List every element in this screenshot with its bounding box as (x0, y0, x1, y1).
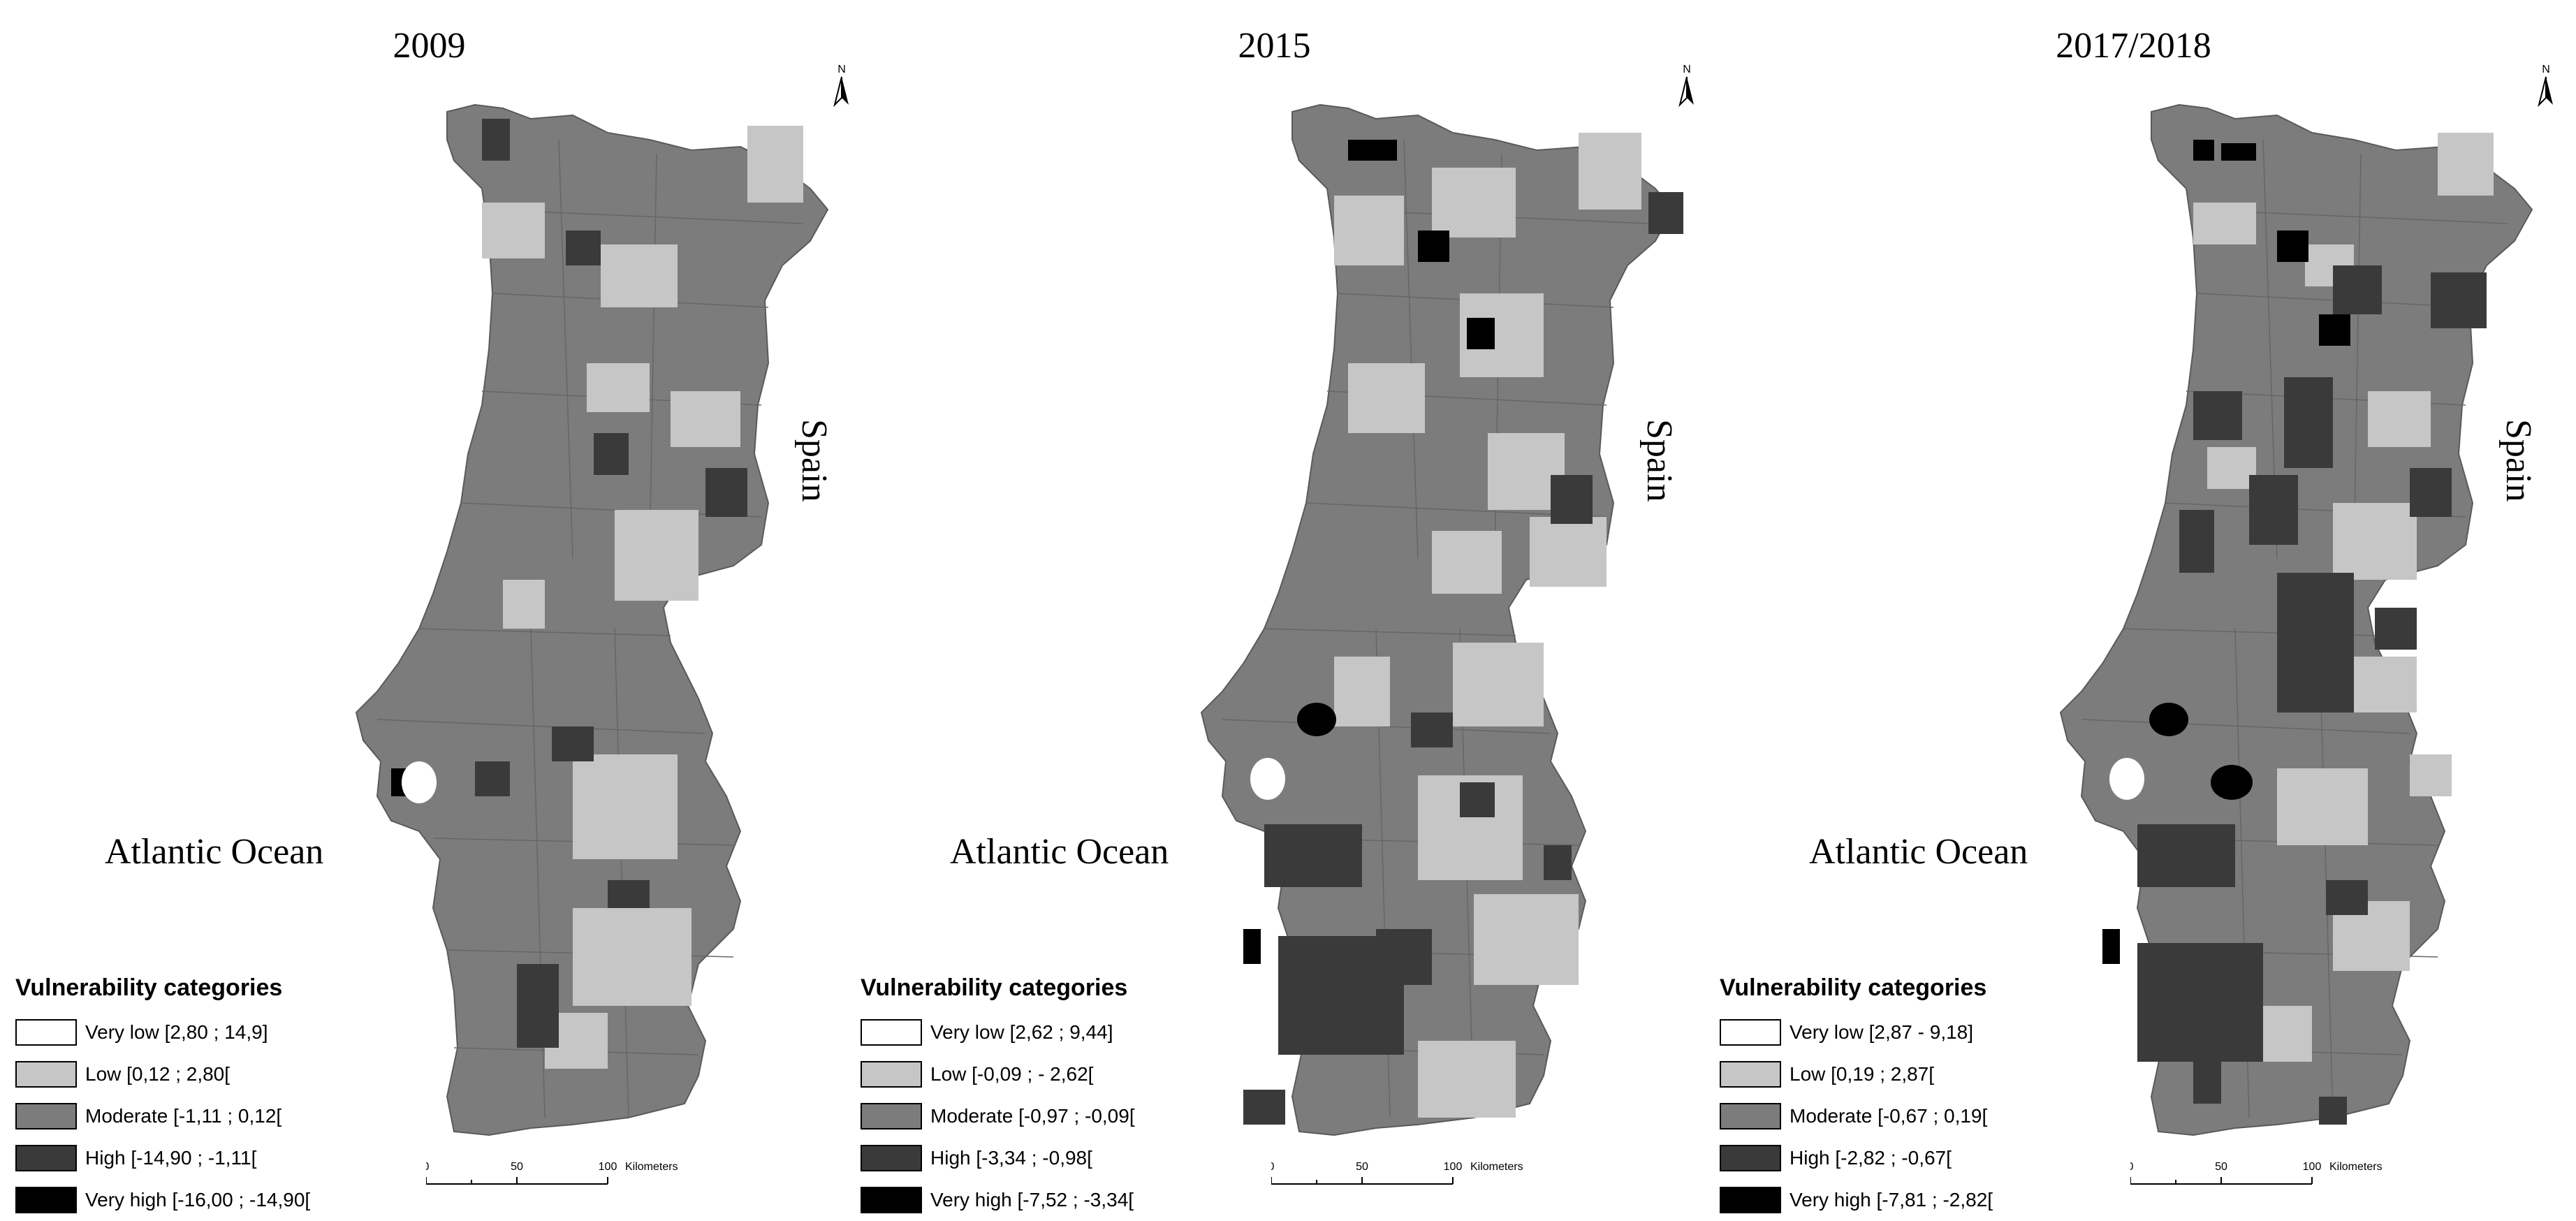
scale-tick: 0 (1271, 1161, 1275, 1173)
legend-swatch (15, 1019, 77, 1046)
legend-label: Low [0,19 ; 2,87[ (1790, 1063, 1935, 1085)
ocean-label: Atlantic Ocean (105, 832, 324, 872)
scale-bar: 0 50 100 Kilometers (1271, 1161, 1523, 1185)
legend-item: Moderate [-0,97 ; -0,09[ (861, 1095, 1135, 1137)
legend-item: High [-3,34 ; -0,98[ (861, 1137, 1135, 1179)
legend-label: Moderate [-0,97 ; -0,09[ (930, 1105, 1135, 1127)
scale-tick: 50 (1356, 1161, 1368, 1173)
legend: Vulnerability categories Very low [2,87 … (1720, 974, 1993, 1221)
legend-item: Moderate [-0,67 ; 0,19[ (1720, 1095, 1993, 1137)
legend-item: Very low [2,87 - 9,18] (1720, 1011, 1993, 1053)
legend-item: Low [0,12 ; 2,80[ (15, 1053, 310, 1095)
legend-swatch (1720, 1145, 1781, 1171)
legend-label: Very high [-7,81 ; -2,82[ (1790, 1189, 1993, 1211)
legend-item: Very low [2,62 ; 9,44] (861, 1011, 1135, 1053)
legend-item: Very high [-7,81 ; -2,82[ (1720, 1179, 1993, 1221)
map-title: 2017/2018 (2056, 26, 2211, 66)
portugal-map (355, 103, 829, 1136)
ocean-label: Atlantic Ocean (950, 832, 1169, 872)
scale-tick: 50 (511, 1161, 523, 1173)
scale-tick: 100 (1444, 1161, 1463, 1173)
legend-label: Very low [2,80 ; 14,9] (85, 1021, 268, 1043)
map-title: 2015 (1238, 26, 1311, 66)
legend-label: High [-3,34 ; -0,98[ (930, 1147, 1092, 1169)
legend-item: Very low [2,80 ; 14,9] (15, 1011, 310, 1053)
north-label: N (837, 64, 846, 75)
map-panel-2017-2018: 2017/2018 Atlantic Ocean Spain N Vulnera… (1704, 0, 2563, 1217)
scale-unit: Kilometers (1470, 1161, 1523, 1173)
legend-item: High [-2,82 ; -0,67[ (1720, 1137, 1993, 1179)
legend: Vulnerability categories Very low [2,62 … (861, 974, 1135, 1221)
portugal-map (2059, 103, 2533, 1136)
category-regions (2102, 133, 2494, 1125)
ocean-label: Atlantic Ocean (1809, 832, 2028, 872)
legend-swatch (1720, 1019, 1781, 1046)
scale-tick: 0 (426, 1161, 430, 1173)
legend-label: Very high [-16,00 ; -14,90[ (85, 1189, 311, 1211)
scale-tick: 100 (599, 1161, 617, 1173)
legend-swatch (861, 1061, 922, 1088)
scale-unit: Kilometers (625, 1161, 678, 1173)
scale-tick: 100 (2303, 1161, 2322, 1173)
north-arrow-icon: N (2538, 64, 2553, 108)
legend-item: High [-14,90 ; -1,11[ (15, 1137, 310, 1179)
scale-tick: 50 (2215, 1161, 2227, 1173)
portugal-map (1200, 103, 1683, 1136)
legend-label: Low [0,12 ; 2,80[ (85, 1063, 230, 1085)
legend-label: Very low [2,87 - 9,18] (1790, 1021, 1974, 1043)
north-arrow-icon: N (833, 64, 849, 108)
category-regions (391, 119, 803, 1069)
legend-label: Moderate [-0,67 ; 0,19[ (1790, 1105, 1988, 1127)
north-arrow-icon: N (1678, 64, 1694, 108)
legend-swatch (15, 1187, 77, 1213)
legend-item: Low [0,19 ; 2,87[ (1720, 1053, 1993, 1095)
legend-swatch (1720, 1103, 1781, 1129)
map-title: 2009 (393, 26, 466, 66)
country-label: Spain (2498, 419, 2538, 502)
legend-swatch (15, 1103, 77, 1129)
legend-label: Low [-0,09 ; - 2,62[ (930, 1063, 1094, 1085)
legend-item: Very high [-7,52 ; -3,34[ (861, 1179, 1135, 1221)
legend-item: Very high [-16,00 ; -14,90[ (15, 1179, 310, 1221)
scale-unit: Kilometers (2329, 1161, 2383, 1173)
legend-swatch (861, 1103, 922, 1129)
legend-label: High [-14,90 ; -1,11[ (85, 1147, 257, 1169)
scale-tick: 0 (2130, 1161, 2134, 1173)
legend-swatch (15, 1145, 77, 1171)
legend-label: Very low [2,62 ; 9,44] (930, 1021, 1113, 1043)
country-label: Spain (794, 419, 834, 502)
legend-title: Vulnerability categories (861, 974, 1128, 1001)
legend-swatch (861, 1019, 922, 1046)
map-panel-2015: 2015 Atlantic Ocean Spain N Vulnerabilit… (845, 0, 1704, 1217)
map-panel-2009: 2009 Atlantic Ocean Spain N Vulnerabilit… (0, 0, 858, 1217)
north-label: N (1683, 64, 1691, 75)
legend-title: Vulnerability categories (15, 974, 283, 1001)
scale-bar: 0 50 100 Kilometers (426, 1161, 678, 1185)
legend-label: High [-2,82 ; -0,67[ (1790, 1147, 1952, 1169)
legend: Vulnerability categories Very low [2,80 … (15, 974, 310, 1221)
portugal-outline (355, 103, 829, 1136)
legend-item: Moderate [-1,11 ; 0,12[ (15, 1095, 310, 1137)
legend-label: Moderate [-1,11 ; 0,12[ (85, 1105, 282, 1127)
legend-swatch (1720, 1061, 1781, 1088)
legend-swatch (1720, 1187, 1781, 1213)
scale-bar: 0 50 100 Kilometers (2130, 1161, 2383, 1185)
legend-title: Vulnerability categories (1720, 974, 1987, 1001)
legend-label: Very high [-7,52 ; -3,34[ (930, 1189, 1134, 1211)
legend-swatch (15, 1061, 77, 1088)
country-label: Spain (1639, 419, 1679, 502)
legend-item: Low [-0,09 ; - 2,62[ (861, 1053, 1135, 1095)
legend-swatch (861, 1187, 922, 1213)
category-regions (1243, 133, 1683, 1125)
legend-swatch (861, 1145, 922, 1171)
north-label: N (2542, 64, 2550, 75)
